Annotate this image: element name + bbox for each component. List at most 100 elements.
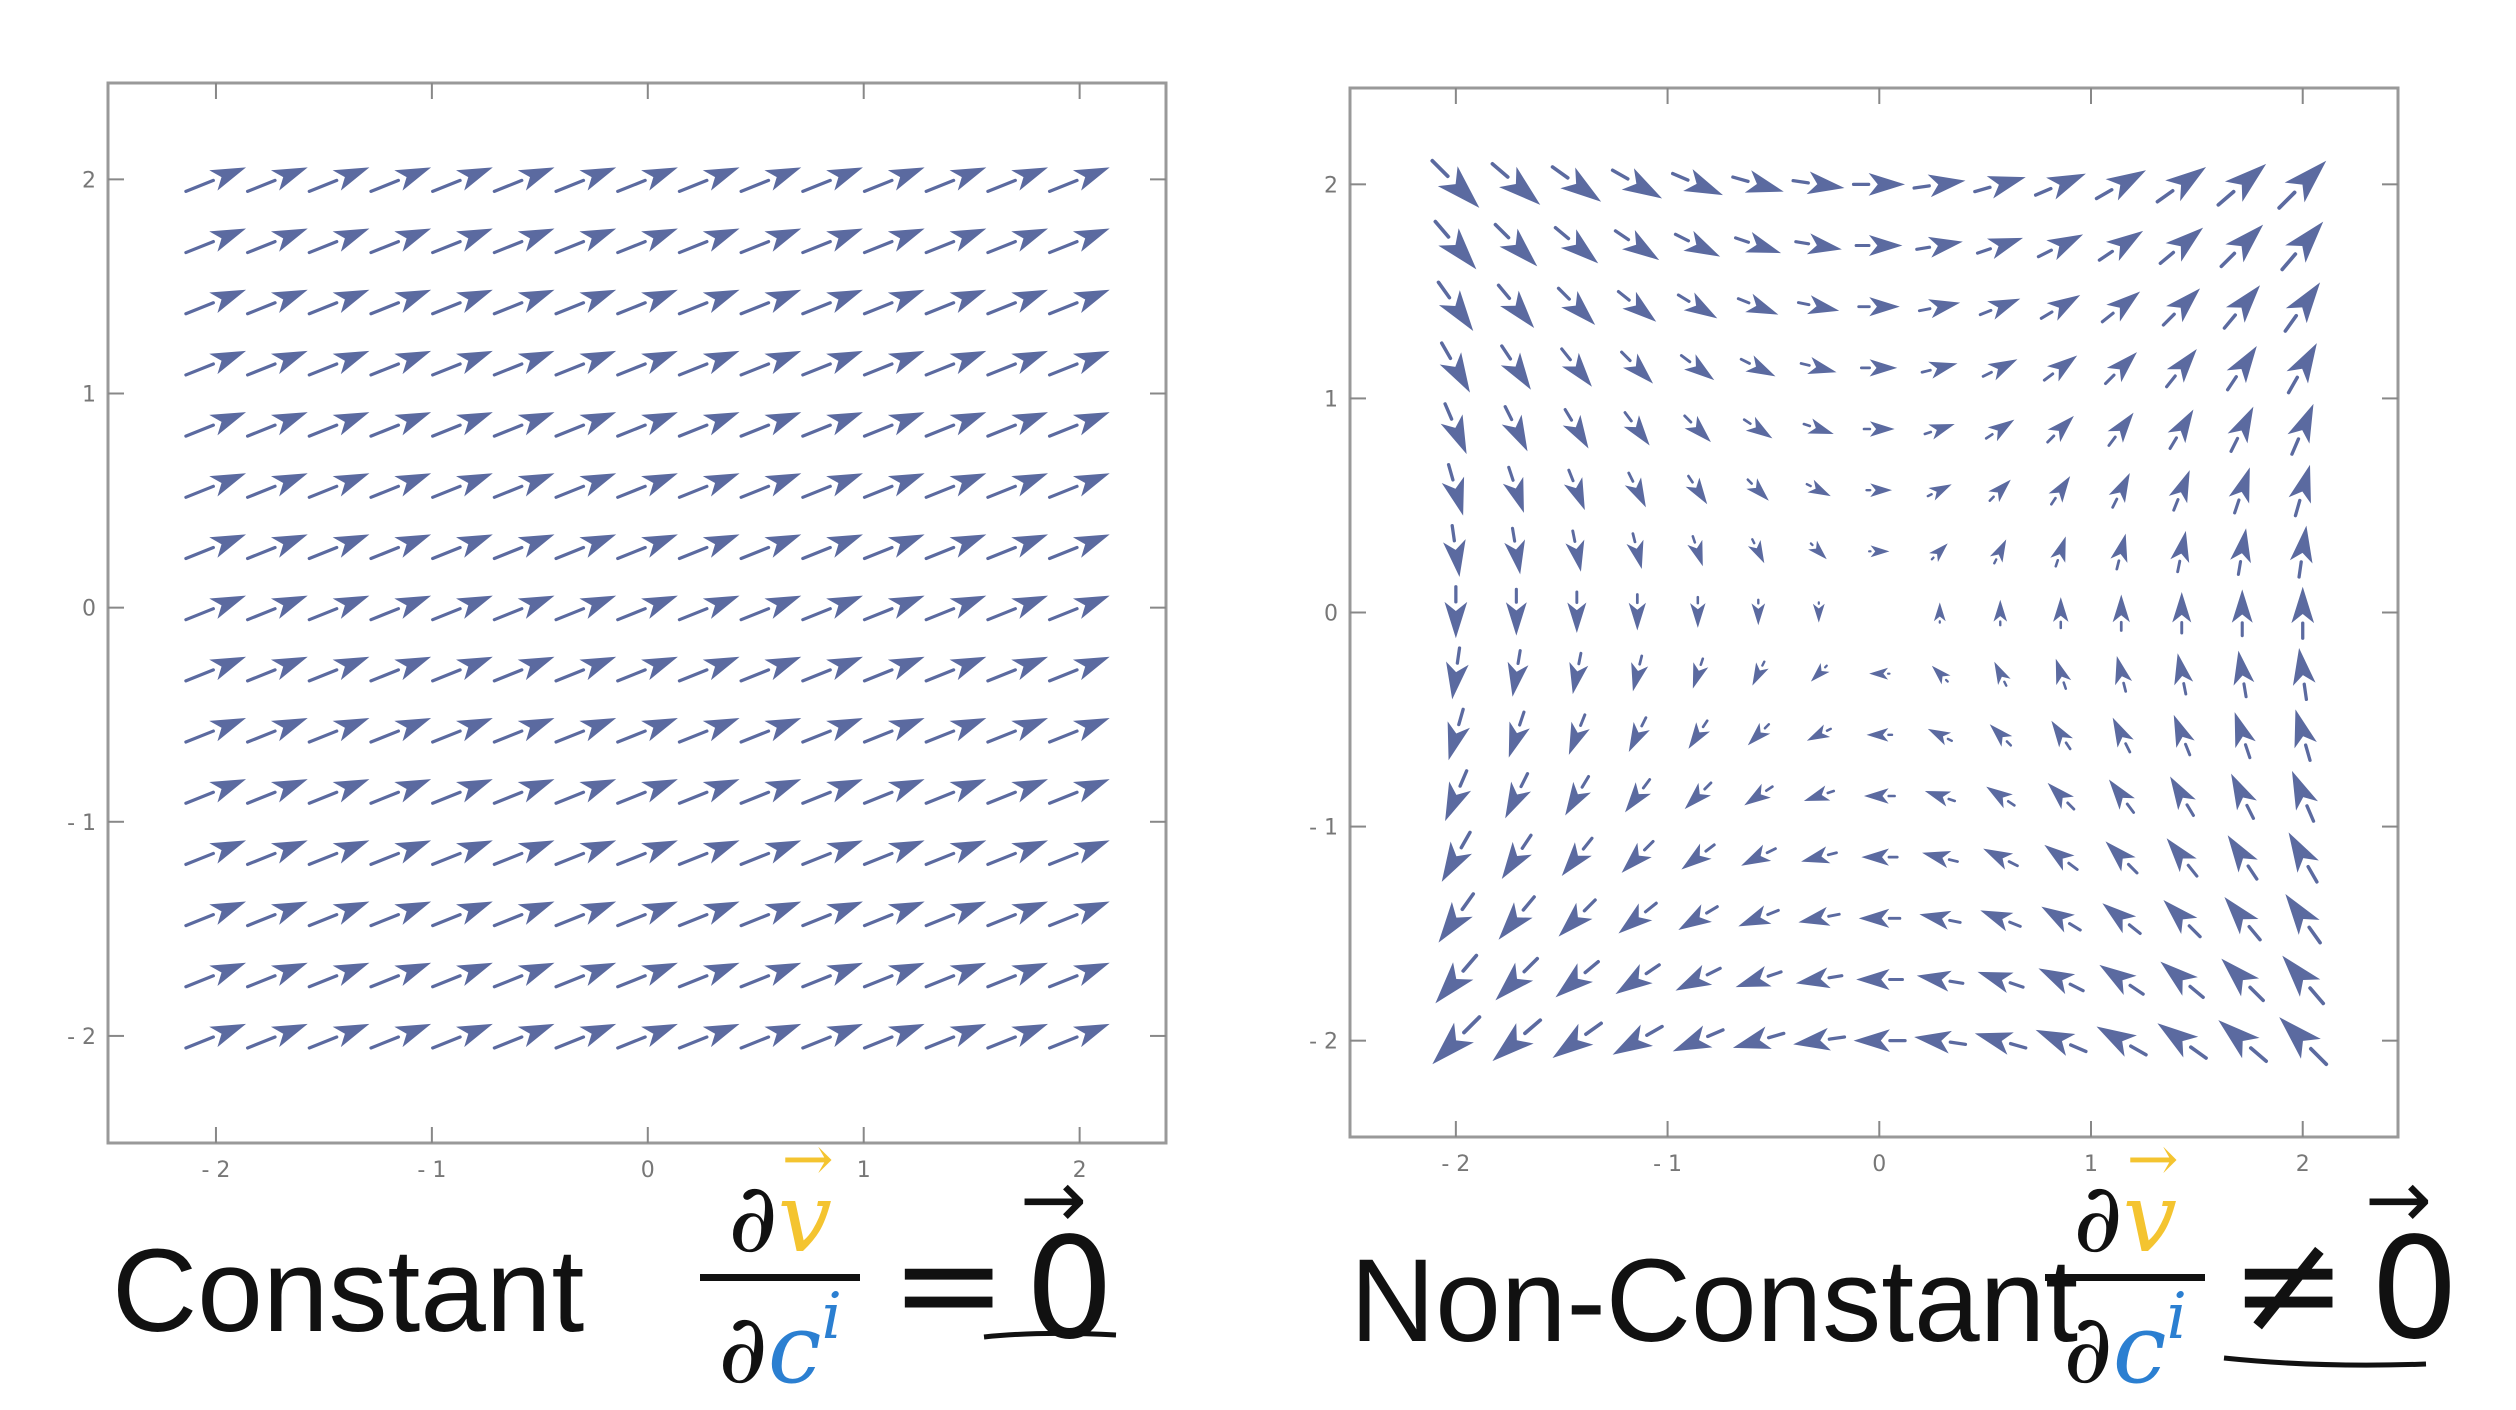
field-arrow-head bbox=[517, 228, 555, 252]
field-arrow-head bbox=[1621, 842, 1652, 873]
field-arrow-shaft bbox=[2307, 925, 2322, 945]
field-arrow-head bbox=[456, 167, 493, 191]
field-arrow-head bbox=[270, 228, 308, 252]
field-arrow-head bbox=[332, 656, 370, 681]
field-arrow-head bbox=[456, 289, 493, 313]
field-arrow-shaft bbox=[554, 545, 586, 561]
field-arrow-head bbox=[1011, 1023, 1049, 1048]
field-arrow-head bbox=[1621, 168, 1663, 199]
field-arrow-head bbox=[394, 595, 432, 619]
field-arrow-shaft bbox=[801, 178, 832, 193]
field-arrow-head bbox=[2038, 968, 2076, 995]
field-arrow-head bbox=[1745, 355, 1776, 377]
field-arrow-shaft bbox=[677, 301, 709, 316]
field-arrow-shaft bbox=[1461, 953, 1479, 973]
field-arrow-shaft bbox=[2280, 252, 2298, 272]
field-arrow-head bbox=[270, 167, 308, 191]
field-arrow-shaft bbox=[924, 668, 956, 683]
field-arrow-head bbox=[1072, 167, 1110, 191]
field-arrow-shaft bbox=[924, 239, 956, 255]
field-arrow-shaft bbox=[616, 362, 647, 377]
field-arrow-head bbox=[826, 595, 863, 619]
fraction-bar bbox=[700, 1274, 860, 1281]
field-arrow-shaft bbox=[2302, 682, 2309, 701]
field-arrow-head bbox=[1498, 902, 1533, 940]
field-arrow-shaft bbox=[1742, 418, 1752, 426]
field-arrow-head bbox=[1807, 418, 1834, 434]
field-arrow-head bbox=[579, 962, 617, 987]
field-arrow-shaft bbox=[1809, 542, 1814, 547]
field-arrow-head bbox=[1555, 963, 1593, 998]
field-arrow-head bbox=[270, 779, 308, 803]
field-arrow-shaft bbox=[431, 851, 462, 867]
field-arrow-shaft bbox=[369, 239, 401, 255]
field-arrow-head bbox=[394, 717, 432, 742]
field-arrow-shaft bbox=[1733, 236, 1751, 244]
field-arrow-head bbox=[1745, 293, 1779, 315]
field-arrow-shaft bbox=[554, 423, 586, 438]
y-tick-label: 0 bbox=[82, 597, 96, 622]
field-arrow-shaft bbox=[677, 913, 709, 928]
field-arrow-shaft bbox=[1450, 524, 1456, 543]
field-arrow-shaft bbox=[739, 178, 771, 193]
field-arrow-head bbox=[270, 289, 308, 313]
field-arrow-shaft bbox=[1947, 797, 1957, 803]
field-arrow-head bbox=[1690, 603, 1706, 628]
field-arrow-head bbox=[764, 1023, 802, 1048]
field-arrow-shaft bbox=[2033, 186, 2053, 197]
x-tick-label: - 1 bbox=[417, 1158, 446, 1183]
field-arrow-shaft bbox=[1687, 474, 1694, 484]
field-arrow-shaft bbox=[1978, 308, 1993, 317]
field-arrow-head bbox=[2285, 893, 2320, 935]
field-arrow-shaft bbox=[2308, 986, 2326, 1006]
field-arrow-shaft bbox=[1930, 556, 1935, 561]
field-arrow-head bbox=[1916, 970, 1952, 992]
field-arrow-head bbox=[2107, 412, 2134, 443]
field-arrow-head bbox=[1011, 350, 1049, 375]
field-arrow-head bbox=[209, 717, 247, 742]
field-arrow-head bbox=[1507, 661, 1529, 697]
field-arrow-head bbox=[1993, 599, 2008, 622]
field-arrow-head bbox=[2051, 720, 2073, 748]
field-arrow-head bbox=[1983, 848, 2014, 870]
field-arrow-shaft bbox=[739, 484, 771, 499]
field-arrow-head bbox=[1989, 539, 2007, 563]
field-arrow-shaft bbox=[862, 545, 894, 561]
field-arrow-head bbox=[209, 1023, 247, 1048]
field-arrow-shaft bbox=[2158, 250, 2176, 266]
field-arrow-head bbox=[826, 901, 863, 925]
field-arrow-shaft bbox=[1794, 240, 1811, 246]
field-arrow-head bbox=[1501, 414, 1528, 452]
x-tick-label: - 2 bbox=[201, 1158, 230, 1183]
field-arrow-head bbox=[1011, 656, 1049, 681]
field-arrow-shaft bbox=[739, 423, 771, 438]
field-arrow-head bbox=[1927, 728, 1952, 746]
field-arrow-shaft bbox=[2127, 923, 2142, 936]
field-arrow-shaft bbox=[554, 607, 586, 622]
field-arrow-head bbox=[2163, 899, 2198, 934]
field-arrow-head bbox=[1508, 721, 1530, 758]
field-arrow-head bbox=[517, 962, 555, 987]
field-arrow-shaft bbox=[245, 423, 277, 438]
field-arrow-head bbox=[887, 228, 925, 252]
field-arrow-head bbox=[1994, 661, 2011, 685]
field-arrow-shaft bbox=[1047, 178, 1079, 193]
field-arrow-head bbox=[456, 350, 493, 375]
field-arrow-shaft bbox=[307, 239, 339, 255]
field-arrow-head bbox=[2046, 234, 2084, 261]
field-arrow-head bbox=[949, 534, 987, 558]
field-arrow-shaft bbox=[1577, 651, 1583, 666]
field-arrow-head bbox=[2170, 776, 2196, 811]
field-arrow-head bbox=[2105, 230, 2144, 262]
field-arrow-shaft bbox=[2308, 1046, 2329, 1067]
field-arrow-head bbox=[2227, 835, 2258, 873]
field-arrow-head bbox=[949, 962, 987, 987]
field-arrow-head bbox=[826, 1023, 863, 1048]
field-arrow-head bbox=[1688, 722, 1711, 749]
field-arrow-shaft bbox=[369, 362, 401, 377]
field-arrow-head bbox=[1751, 603, 1766, 626]
field-arrow-head bbox=[456, 595, 493, 619]
field-arrow-shaft bbox=[739, 851, 771, 867]
field-arrow-shaft bbox=[2003, 680, 2008, 687]
field-arrow-head bbox=[2286, 343, 2317, 384]
